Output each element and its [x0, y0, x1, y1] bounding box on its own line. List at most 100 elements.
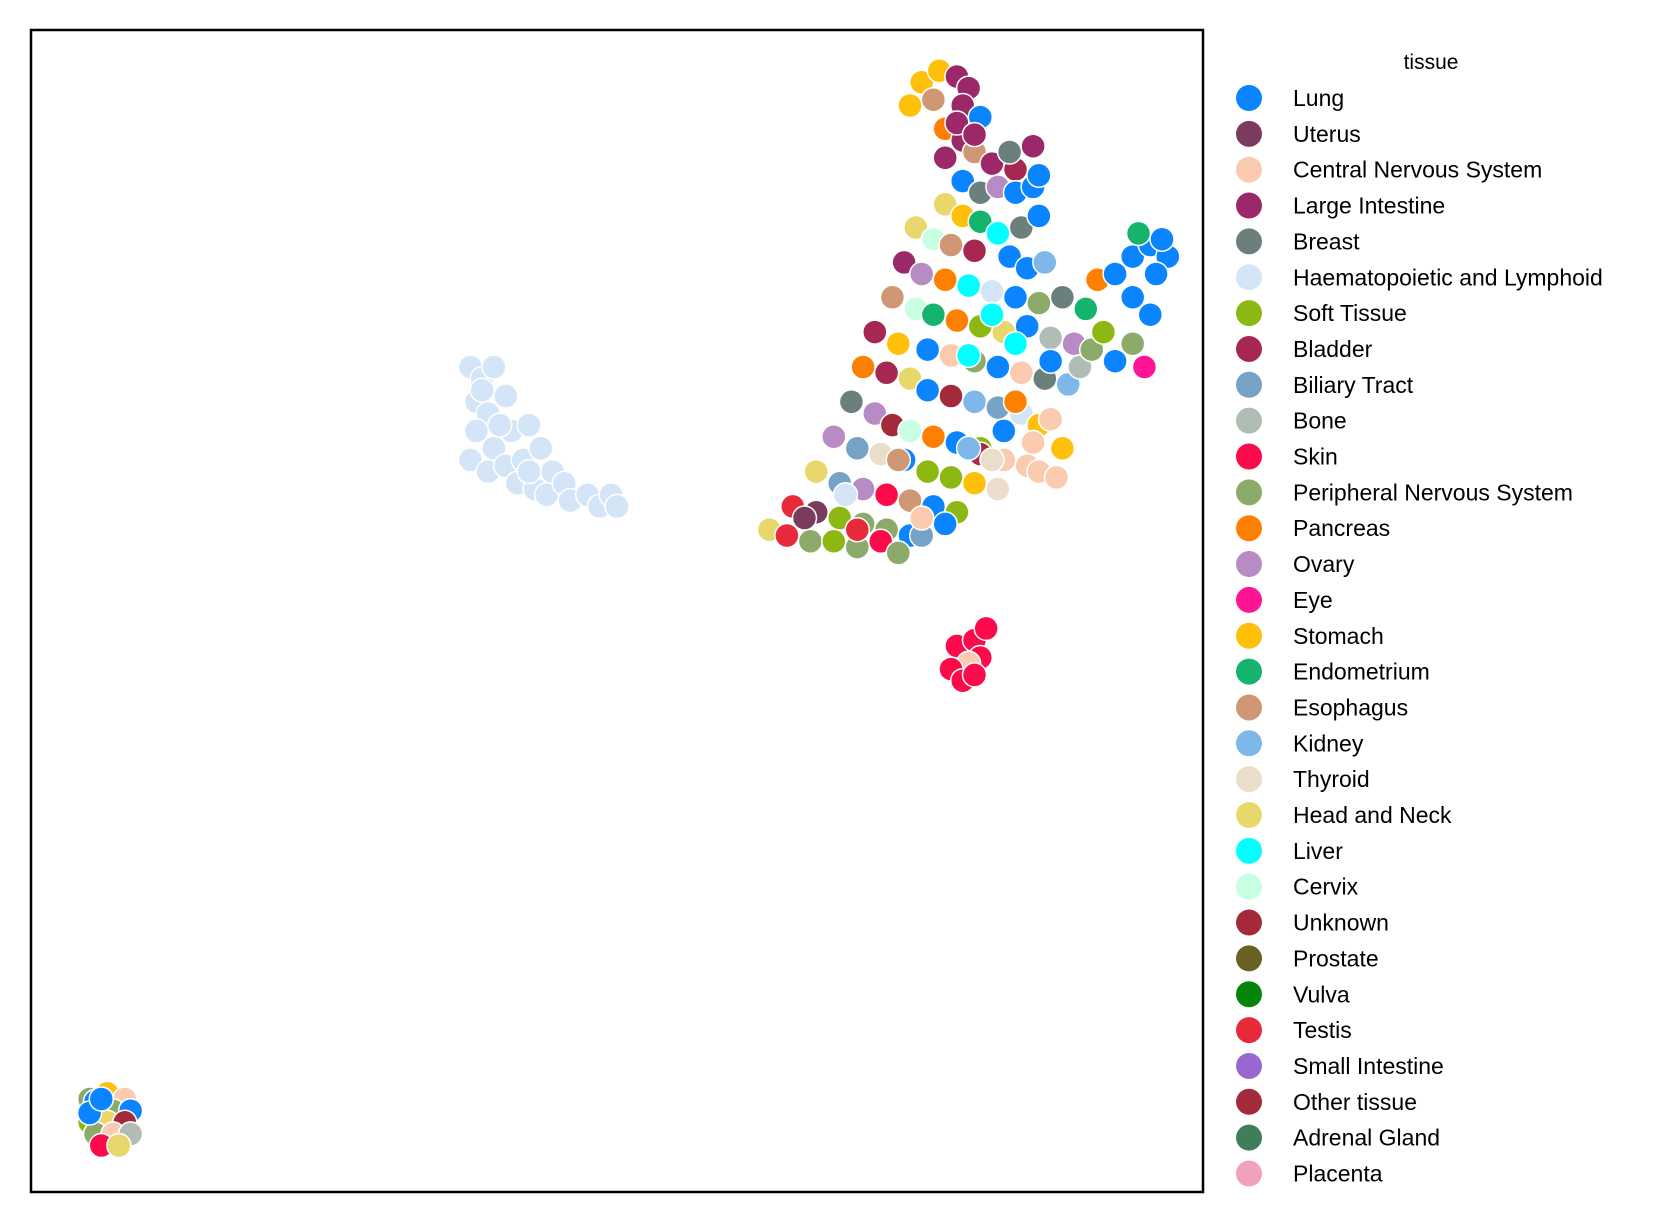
scatter-point: [1137, 301, 1164, 328]
scatter-point: [873, 360, 900, 386]
scatter-point: [897, 92, 923, 119]
scatter-point: [1090, 319, 1117, 345]
scatter-point: [1037, 348, 1064, 374]
legend-item: Breast: [1236, 228, 1360, 255]
plot-frame: [29, 28, 1205, 1194]
scatter-point: [1125, 220, 1152, 247]
legend-item: Adrenal Gland: [1236, 1124, 1440, 1151]
legend-title: tissue: [1404, 51, 1459, 74]
scatter-point: [961, 470, 988, 496]
legend-marker: [1236, 837, 1262, 864]
legend-label: Vulva: [1293, 981, 1350, 1007]
legend-marker: [1236, 586, 1262, 613]
legend-item: Cervix: [1236, 873, 1359, 900]
legend-item: Ovary: [1236, 551, 1355, 578]
scatter-point: [914, 336, 941, 363]
legend-item: Vulva: [1236, 981, 1350, 1008]
scatter-point: [1026, 162, 1052, 189]
scatter-point: [1078, 336, 1105, 363]
scatter-point: [1008, 360, 1035, 386]
scatter-point: [1032, 249, 1058, 276]
legend-label: Adrenal Gland: [1293, 1125, 1440, 1151]
scatter-point: [774, 522, 800, 549]
legend-label: Unknown: [1293, 910, 1389, 936]
scatter-point: [862, 400, 888, 427]
scatter-point: [897, 418, 923, 444]
scatter-point: [528, 435, 554, 462]
scatter-points: [76, 57, 1181, 1159]
legend-marker: [1236, 120, 1262, 147]
scatter-point: [797, 528, 824, 555]
legend-marker: [1236, 479, 1262, 506]
scatter-point: [961, 662, 988, 688]
scatter-point: [979, 301, 1005, 328]
legend-marker: [1236, 1088, 1262, 1115]
legend-item: Endometrium: [1236, 658, 1430, 685]
legend-marker: [1236, 228, 1262, 255]
legend-marker: [1236, 802, 1262, 828]
scatter-point: [908, 505, 935, 531]
legend-item: Soft Tissue: [1236, 300, 1407, 327]
scatter-point: [1119, 284, 1146, 311]
legend-marker: [1236, 1017, 1262, 1044]
legend-item: Placenta: [1236, 1160, 1383, 1187]
scatter-point: [867, 528, 894, 555]
scatter-point: [973, 615, 999, 642]
scatter-point: [1037, 406, 1064, 433]
legend-marker: [1236, 443, 1262, 470]
scatter-point: [463, 418, 490, 444]
scatter-point: [944, 110, 970, 136]
legend-marker: [1236, 622, 1262, 649]
scatter-point: [897, 365, 923, 392]
scatter-point: [1119, 330, 1146, 357]
legend-label: Pancreas: [1293, 515, 1390, 541]
scatter-point: [1026, 290, 1052, 316]
legend-label: Thyroid: [1293, 766, 1370, 792]
legend-marker: [1236, 945, 1262, 972]
scatter-point: [821, 528, 847, 555]
legend-label: Lung: [1293, 85, 1344, 111]
legend-item: Biliary Tract: [1236, 371, 1414, 398]
scatter-point: [979, 447, 1005, 473]
legend-item: Skin: [1236, 443, 1338, 470]
legend-marker: [1236, 730, 1262, 757]
scatter-point: [1102, 261, 1128, 287]
legend-label: Bone: [1293, 408, 1347, 434]
legend-marker: [1236, 407, 1262, 434]
scatter-point: [487, 412, 513, 438]
legend-marker: [1236, 156, 1262, 183]
scatter-point: [469, 377, 495, 403]
legend-label: Placenta: [1293, 1161, 1383, 1187]
legend-marker: [1236, 85, 1262, 111]
scatter-point: [885, 540, 912, 566]
legend-item: Other tissue: [1236, 1088, 1417, 1115]
scatter-point: [932, 145, 958, 171]
scatter-point: [492, 383, 519, 409]
scatter-point: [1043, 464, 1070, 491]
scatter-point: [516, 412, 542, 438]
scatter-point: [932, 267, 958, 293]
scatter-point: [961, 389, 988, 415]
legend-label: Eye: [1293, 587, 1333, 613]
legend-marker: [1236, 264, 1262, 291]
legend-item: Thyroid: [1236, 766, 1370, 793]
legend-item: Prostate: [1236, 945, 1379, 972]
scatter-point: [832, 482, 859, 508]
scatter-point: [879, 284, 906, 311]
scatter-point: [908, 261, 935, 287]
scatter-point: [1020, 133, 1046, 159]
scatter-point: [932, 511, 958, 537]
scatter-point: [961, 238, 988, 264]
scatter-point: [1020, 429, 1046, 456]
legend-item: Pancreas: [1236, 515, 1390, 542]
scatter-point: [821, 423, 847, 450]
scatter-point: [996, 243, 1023, 270]
scatter-point: [844, 435, 871, 462]
legend-label: Head and Neck: [1293, 802, 1452, 828]
scatter-point: [1026, 203, 1052, 229]
legend-label: Bladder: [1293, 336, 1373, 362]
scatter-point: [457, 447, 484, 473]
legend-label: Uterus: [1293, 121, 1361, 147]
legend-label: Ovary: [1293, 551, 1355, 577]
